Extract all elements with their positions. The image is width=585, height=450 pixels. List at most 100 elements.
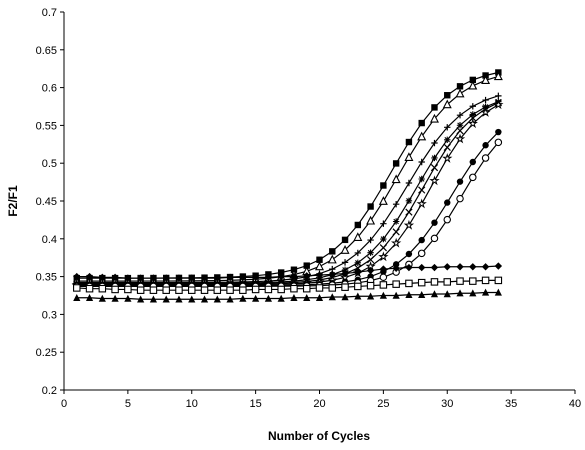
filled-triangle-marker — [456, 289, 464, 297]
plus-marker — [367, 236, 374, 244]
filled-square-marker — [469, 76, 476, 84]
filled-triangle-marker — [264, 294, 272, 302]
open-square-marker — [251, 285, 260, 294]
filled-triangle-marker — [213, 295, 221, 303]
plus-marker — [456, 111, 464, 119]
filled-diamond-marker — [73, 272, 81, 281]
x-marker — [405, 208, 413, 216]
filled-square-marker — [418, 119, 425, 127]
x-marker — [366, 256, 375, 264]
y-tick-label: 0.45 — [36, 196, 57, 208]
x-tick-label: 5 — [125, 398, 131, 410]
open-square-marker — [226, 286, 234, 294]
open-square-marker — [315, 284, 324, 292]
open-square-marker — [149, 286, 158, 294]
open-star-marker — [390, 237, 402, 248]
filled-circle-marker — [469, 158, 476, 166]
plus-marker — [392, 200, 400, 208]
open-triangle-marker — [353, 232, 363, 241]
series-x — [73, 99, 502, 288]
open-square-marker — [98, 284, 107, 293]
filled-square-marker — [367, 203, 374, 210]
open-square-marker — [124, 285, 132, 294]
filled-diamond-marker — [188, 274, 196, 282]
series-line — [76, 104, 499, 286]
y-tick-label: 0.55 — [36, 120, 57, 132]
y-tick-label: 0.4 — [42, 234, 57, 246]
filled-triangle-marker — [494, 288, 502, 296]
filled-triangle-marker — [149, 295, 158, 303]
open-star-marker — [467, 118, 478, 129]
star-marker — [354, 259, 362, 267]
series-open-star — [71, 99, 504, 290]
series-filled-triangle — [73, 288, 502, 303]
filled-diamond-marker — [430, 263, 439, 272]
filled-square-marker — [405, 138, 413, 146]
x-marker — [430, 164, 439, 172]
filled-square-marker — [329, 248, 336, 255]
filled-triangle-marker — [379, 291, 387, 299]
filled-circle-marker — [456, 178, 464, 185]
filled-diamond-marker — [213, 274, 221, 282]
series-line — [76, 291, 499, 300]
open-triangle-marker — [404, 152, 414, 161]
open-square-marker — [136, 286, 145, 294]
x-tick-label: 20 — [313, 398, 325, 410]
x-tick-label: 30 — [441, 398, 453, 410]
filled-diamond-marker — [328, 270, 336, 279]
filled-diamond-marker — [98, 273, 107, 282]
star-marker — [341, 266, 349, 274]
x-tick-label: 0 — [61, 398, 67, 410]
x-tick-label: 25 — [377, 398, 389, 410]
open-square-marker — [341, 283, 349, 291]
open-square-marker — [354, 282, 362, 291]
y-axis-title: F2/F1 — [6, 185, 20, 217]
series-line — [76, 265, 499, 279]
open-square-marker — [213, 286, 222, 294]
filled-square-marker — [303, 262, 310, 269]
open-square-marker — [264, 285, 273, 294]
filled-diamond-marker — [354, 268, 362, 276]
open-triangle-marker — [366, 215, 376, 225]
filled-triangle-marker — [303, 293, 311, 301]
star-marker — [405, 197, 413, 205]
open-circle-marker — [417, 249, 426, 258]
open-square-marker — [239, 286, 247, 294]
filled-diamond-marker — [341, 269, 349, 278]
filled-square-marker — [431, 104, 438, 111]
open-square-marker — [456, 277, 464, 285]
open-triangle-marker — [391, 174, 401, 184]
filled-diamond-marker — [443, 263, 451, 271]
filled-circle-marker — [405, 250, 413, 258]
filled-square-marker — [444, 92, 451, 99]
series-line — [76, 95, 499, 284]
filled-diamond-marker — [200, 274, 209, 282]
plus-marker — [469, 103, 476, 110]
open-star-marker — [442, 153, 453, 163]
open-triangle-marker — [493, 71, 503, 81]
filled-triangle-marker — [469, 289, 477, 297]
open-square-marker — [73, 284, 81, 292]
star-marker — [367, 249, 374, 256]
open-triangle-marker — [417, 131, 427, 141]
y-tick-label: 0.25 — [36, 347, 57, 359]
filled-triangle-marker — [354, 292, 362, 300]
y-tick-label: 0.35 — [36, 272, 57, 284]
filled-diamond-marker — [290, 272, 298, 281]
star-marker — [456, 122, 464, 129]
plus-marker — [444, 124, 451, 131]
series-line — [76, 102, 499, 285]
star-marker — [392, 218, 400, 225]
plus-marker — [354, 249, 362, 257]
open-star-marker — [480, 107, 491, 117]
open-triangle-marker — [455, 88, 465, 98]
open-square-marker — [290, 284, 298, 293]
series-line — [76, 279, 499, 291]
filled-diamond-marker — [124, 274, 132, 282]
plus-marker — [341, 259, 349, 266]
filled-triangle-marker — [188, 295, 196, 303]
open-circle-marker — [443, 215, 451, 224]
filled-triangle-marker — [98, 294, 106, 302]
